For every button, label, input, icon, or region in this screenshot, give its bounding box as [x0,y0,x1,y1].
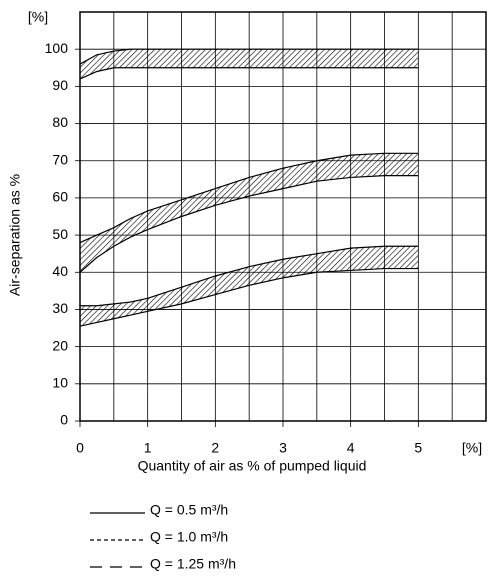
x-tick-label: 0 [76,440,84,456]
y-tick-label: 90 [52,77,68,93]
plot-frame [79,11,487,422]
y-tick-label: 70 [52,151,68,167]
x-tick-label: 1 [144,440,152,456]
band-edge [80,245,419,307]
band-fill [80,153,419,273]
x-tick-label: 4 [347,440,355,456]
x-tick-label: 3 [279,440,287,456]
band-edge [79,175,419,273]
legend-label: Q = 1.25 m³/h [150,556,236,572]
y-unit: [%] [28,9,48,25]
band-fill [80,246,419,327]
y-axis-title: Air-separation as % [7,174,23,296]
band-fill [80,49,419,79]
x-tick-label: 2 [211,440,219,456]
y-tick-label: 0 [60,412,68,428]
y-tick-label: 50 [52,226,68,242]
x-axis-title: Quantity of air as % of pumped liquid [138,458,367,474]
y-tick-label: 20 [52,337,68,353]
y-tick-label: 100 [45,40,69,56]
band-edge [79,152,419,244]
y-tick-label: 60 [52,189,68,205]
y-tick-label: 40 [52,263,68,279]
band-edge [79,67,419,80]
legend-label: Q = 0.5 m³/h [150,502,228,518]
y-tick-label: 30 [52,300,68,316]
legend-label: Q = 1.0 m³/h [150,529,228,545]
y-tick-label: 80 [52,114,68,130]
x-unit: [%] [462,440,482,456]
x-tick-label: 5 [414,440,422,456]
y-tick-label: 10 [52,375,68,391]
band-edge [79,48,419,65]
band-edge [79,267,419,327]
